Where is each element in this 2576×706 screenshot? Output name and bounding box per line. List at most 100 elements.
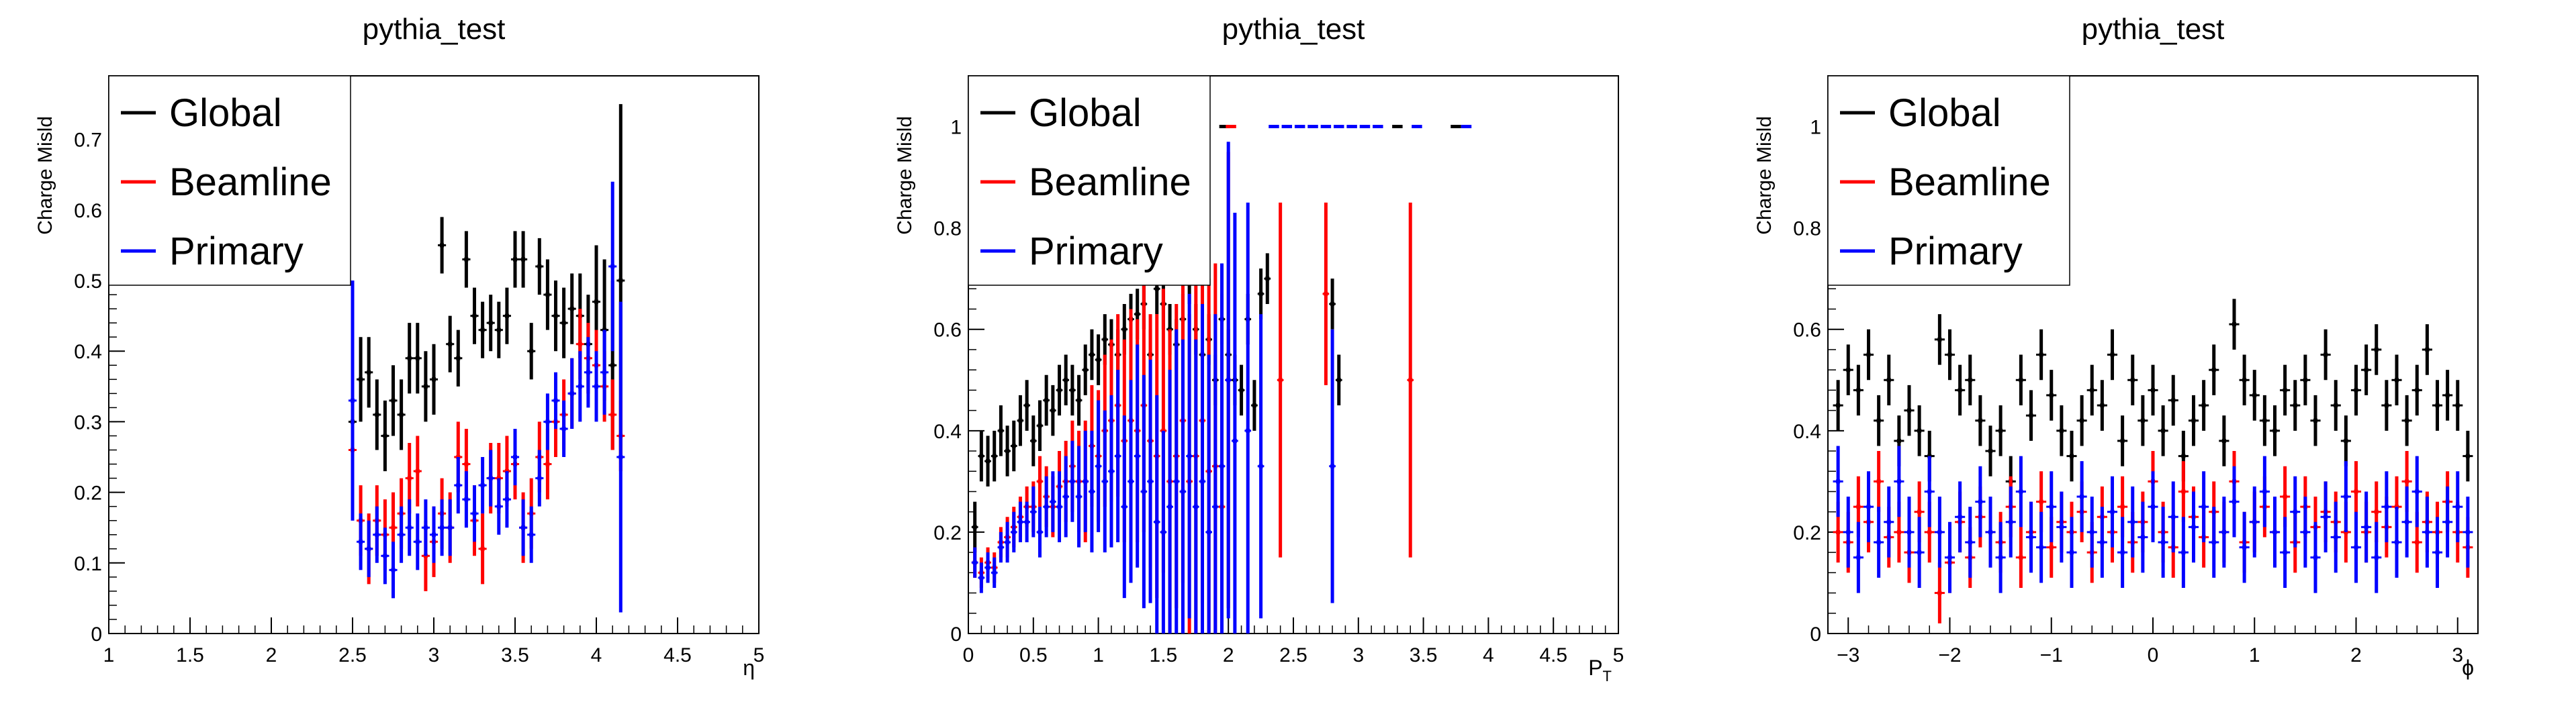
marker [359,540,363,544]
marker [1011,530,1016,534]
x-tick-label: 1 [1093,644,1104,666]
marker [2405,418,2409,423]
marker [545,419,550,424]
data-point [1874,395,1884,446]
marker [2100,403,2105,408]
data-point [1205,354,1212,634]
data-point [2178,517,2189,589]
marker [992,454,997,458]
marker [2242,545,2247,550]
marker [2181,550,2186,555]
data-point [1329,329,1336,603]
marker [2425,530,2430,534]
data-point [2371,521,2382,593]
legend: Global Beamline Primary [968,75,1211,286]
data-point [1036,400,1044,452]
marker [537,476,542,481]
data-point [978,562,985,593]
data-point [1166,370,1173,634]
marker [407,476,412,481]
data-point [1985,497,1996,568]
marker [2039,545,2043,550]
legend-label: Primary [169,230,304,273]
data-point [470,287,479,344]
marker [2130,519,2135,524]
data-point [2422,497,2432,568]
marker [2110,509,2115,514]
data-point [2209,344,2219,395]
data-point [2056,405,2067,456]
y-tick-label: 0.6 [74,200,102,222]
data-point [559,400,568,458]
data-point [470,485,479,542]
marker [1846,368,1851,372]
y-tick-label: 0.8 [1793,218,1821,240]
x-tick-label: 4.5 [1539,644,1567,666]
data-point [2229,299,2240,350]
data-point [1036,507,1044,558]
data-point [1995,521,2006,593]
data-point [2463,497,2473,568]
marker [986,565,991,570]
marker [1408,378,1413,383]
marker [2324,515,2328,519]
marker [1917,509,1922,514]
legend-label: Beamline [169,160,332,204]
data-point [1914,517,1925,589]
data-point [2320,329,2331,381]
marker [2019,378,2023,383]
marker [2130,378,2135,383]
data-point [429,344,439,415]
data-point [1010,420,1017,472]
data-point [519,231,528,288]
data-point [592,351,601,422]
marker [979,575,984,580]
data-point [1192,339,1199,634]
marker [407,356,412,360]
data-point [1082,430,1089,532]
x-tick-label: 3 [428,644,440,666]
data-point [2432,380,2443,431]
marker [602,370,607,374]
marker [2334,403,2338,408]
chart-title: pythia_test [2082,13,2225,46]
legend-label: Beamline [1888,160,2051,204]
marker [2435,403,2440,408]
data-point [1089,430,1095,553]
data-point [2269,405,2281,456]
data-point [1965,354,1976,406]
marker [2171,515,2176,519]
marker [1876,418,1881,423]
data-point [438,499,447,556]
marker [415,469,420,474]
data-point [1853,364,1864,416]
marker [1083,368,1088,372]
data-point [2411,364,2422,416]
x-tick-label: 3.5 [1410,644,1438,666]
data-point [1257,314,1264,619]
marker [367,546,371,551]
data-point [2411,456,2422,527]
marker [2019,489,2023,494]
data-point [2046,471,2057,543]
legend-label: Global [169,91,282,135]
data-point [559,287,568,358]
marker [399,412,404,417]
data-point [2005,486,2016,558]
data-point [1172,329,1180,634]
data-point [1833,446,1843,517]
y-tick-label: 0 [1810,623,1821,646]
data-point [1056,471,1063,543]
marker [1886,519,1891,524]
data-point [405,323,414,394]
y-tick-label: 1 [950,117,962,139]
data-point [1264,253,1271,304]
data-point [1199,303,1206,634]
marker [1226,378,1231,383]
data-point [527,323,536,380]
marker [2171,398,2176,403]
marker [2049,505,2054,509]
marker [423,525,428,530]
marker [2059,525,2064,530]
data-point [2036,329,2047,381]
